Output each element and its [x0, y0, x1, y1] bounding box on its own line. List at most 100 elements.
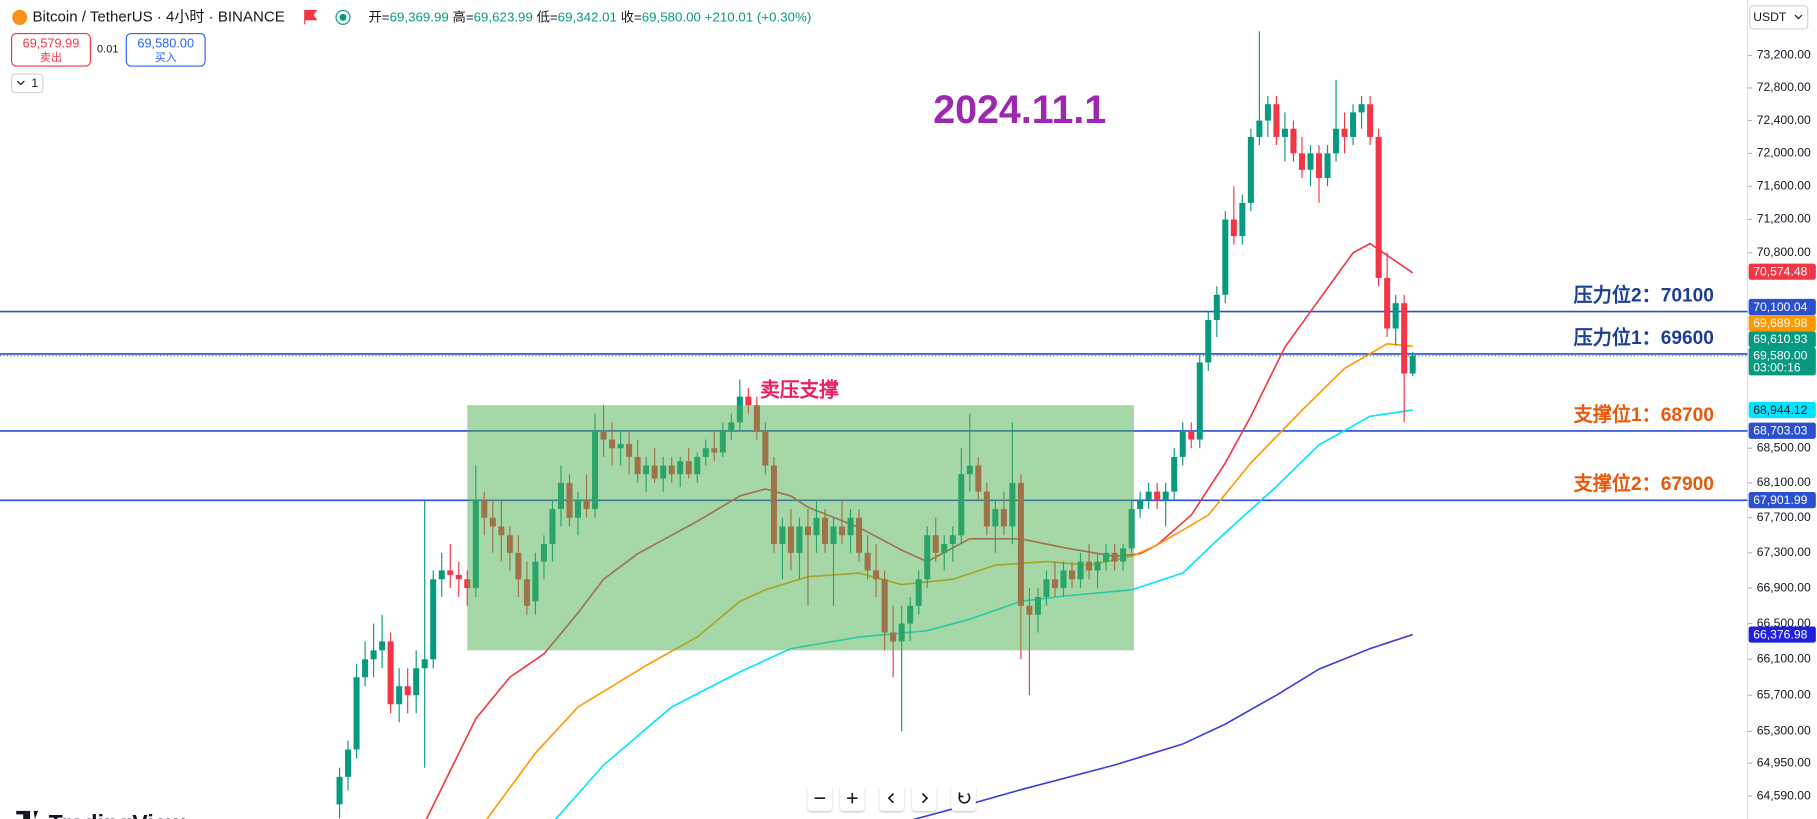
candle-body [1222, 219, 1229, 295]
candle-body [438, 570, 445, 580]
y-tick-label: 66,100.00 [1757, 652, 1811, 666]
right-icon [921, 792, 929, 804]
y-tick-label: 65,700.00 [1757, 687, 1811, 701]
candle-body [1341, 128, 1348, 137]
candle-body [1205, 320, 1212, 363]
candle-body [404, 686, 411, 696]
price-tag-label: 67,901.99 [1753, 493, 1807, 507]
candle-body [1137, 500, 1144, 510]
level-label: 压力位1：69600 [1574, 326, 1714, 349]
candle-body [1350, 112, 1357, 137]
low-label: 低= [537, 9, 558, 24]
y-tick-label: 72,000.00 [1757, 146, 1811, 160]
y-tick-label: 68,100.00 [1757, 475, 1811, 489]
level-label: 压力位2：70100 [1574, 284, 1714, 307]
y-tick-label: 67,700.00 [1757, 510, 1811, 524]
candle-body [1264, 104, 1271, 121]
candle-body [387, 641, 394, 705]
scroll-left-button[interactable] [879, 785, 904, 811]
price-tag-label: 68,703.03 [1753, 424, 1807, 438]
candle-body [1179, 430, 1186, 457]
candle-body [421, 659, 428, 669]
candle-body [1154, 491, 1161, 501]
spread: 0.01 [97, 44, 118, 56]
candle-body [1213, 294, 1220, 321]
low-value: 69,342.01 [558, 9, 617, 24]
y-tick-label: 72,400.00 [1757, 113, 1811, 127]
sell-button[interactable] [11, 33, 91, 67]
buy-button[interactable] [125, 33, 206, 67]
candle-body [1401, 303, 1408, 374]
toolbar-icons [814, 792, 971, 804]
candle-body [447, 570, 454, 575]
price-tag [1748, 263, 1816, 280]
candle-body [1196, 362, 1203, 440]
candle-body [1358, 104, 1365, 113]
candle-body [1392, 303, 1399, 329]
y-tick-label: 70,800.00 [1757, 245, 1811, 259]
sell-label: 卖出 [40, 50, 62, 64]
candle-body [1256, 120, 1263, 137]
high-label: 高= [453, 8, 474, 24]
level-value: 70100 [1661, 286, 1714, 307]
change: +210.01 (+0.30%) [705, 9, 812, 24]
reset-icon [958, 792, 971, 804]
currency: USDT [1753, 10, 1787, 24]
level-name: 压力位2： [1574, 284, 1661, 307]
price-tag-label: 69,580.00 [1753, 348, 1807, 362]
candle-body [353, 677, 360, 750]
plot-area [0, 31, 1748, 819]
candle-body [336, 776, 343, 805]
y-tick-label: 66,900.00 [1757, 580, 1811, 594]
chevron [16, 80, 25, 86]
level-label: 支撑位1：68700 [1574, 403, 1714, 426]
price-tag [1748, 492, 1816, 509]
candle-body [1281, 128, 1288, 137]
flag-icon[interactable] [304, 9, 318, 25]
chart-title: 2024.11.1 [933, 88, 1106, 132]
plus-icon [847, 792, 858, 804]
candle-body [1333, 128, 1340, 154]
price-tag [1748, 315, 1816, 332]
candle-body [1145, 491, 1152, 501]
level-value: 68700 [1661, 405, 1714, 426]
quantity-box[interactable] [11, 73, 44, 94]
candle-body [1367, 104, 1374, 137]
level-name: 支撑位1： [1574, 403, 1661, 426]
candle-body [379, 641, 386, 651]
scroll-right-button[interactable] [911, 785, 937, 811]
y-tick-label: 71,600.00 [1757, 179, 1811, 193]
candle-body [1307, 153, 1314, 170]
candle-body [745, 396, 752, 406]
price-tag [1748, 298, 1816, 316]
candle-body [1247, 136, 1254, 203]
y-tick-label: 71,200.00 [1757, 212, 1811, 226]
candle-body [1324, 153, 1331, 179]
y-tick-label: 67,300.00 [1757, 545, 1811, 559]
price-tag-label: 69,689.98 [1753, 316, 1807, 330]
open-value: 69,369.99 [390, 9, 449, 24]
level-name: 压力位1： [1574, 326, 1661, 349]
candle-body [455, 574, 462, 580]
ohlc-line: 开=69,369.99 高=69,623.99 低=69,342.01 收=69… [368, 8, 811, 24]
zone-box [467, 405, 1134, 651]
zone-label: 卖压支撑 [760, 379, 839, 402]
moving-average [912, 633, 1413, 819]
left-icon [887, 792, 895, 804]
candle-body [396, 686, 403, 705]
price-tag [1748, 331, 1816, 348]
logo-icon [16, 810, 39, 819]
candle-body [1162, 491, 1169, 501]
y-tick-label: 64,590.00 [1757, 788, 1811, 802]
y-tick-label: 66,500.00 [1757, 616, 1811, 630]
price-tag [1748, 401, 1816, 419]
candle-body [1230, 219, 1237, 237]
y-tick-label: 72,800.00 [1757, 80, 1811, 94]
price-tag-label: 68,944.12 [1753, 403, 1807, 417]
reset-button[interactable] [951, 785, 976, 811]
open-label: 开= [368, 9, 389, 24]
y-tick-label: 64,950.00 [1757, 755, 1811, 769]
candle-body [370, 650, 377, 660]
currency-select[interactable] [1749, 5, 1809, 30]
candle-body [345, 749, 352, 777]
